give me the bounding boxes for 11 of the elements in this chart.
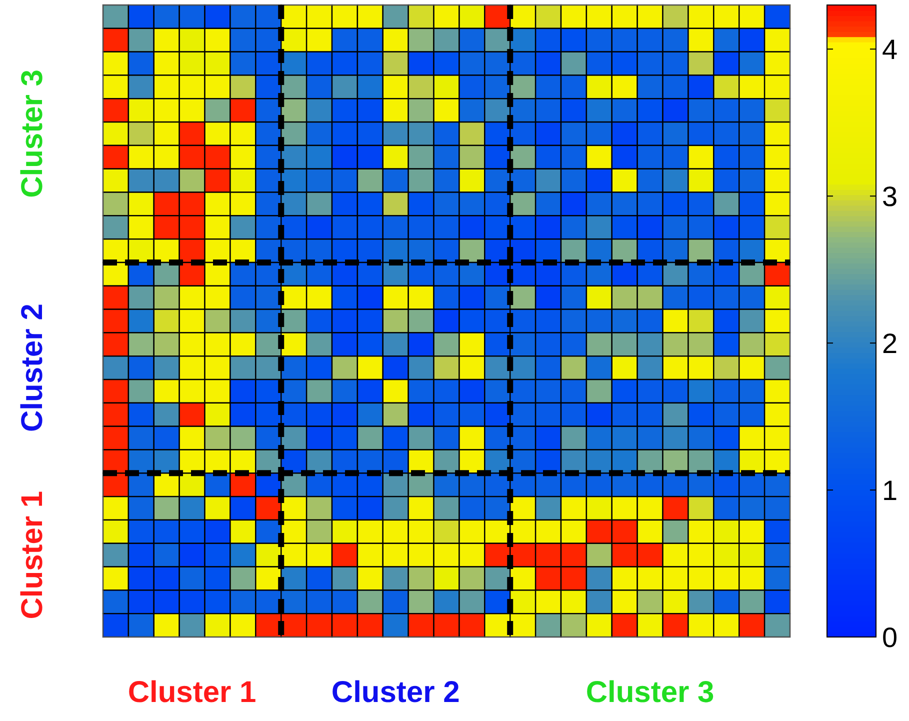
y-tick-label: Cluster 2 [16,304,49,432]
color-bar-label: 0 [882,622,898,653]
y-tick-label: Cluster 3 [16,70,49,198]
x-tick-label: Cluster 3 [586,676,714,709]
x-tick-label: Cluster 1 [128,676,256,709]
color-bar-label: 3 [882,180,898,212]
color-bar-label: 1 [882,474,898,506]
color-bar-label: 2 [882,328,898,359]
x-tick-label: Cluster 2 [331,676,460,709]
y-tick-label: Cluster 1 [16,490,49,620]
color-bar-label: 4 [882,34,898,65]
